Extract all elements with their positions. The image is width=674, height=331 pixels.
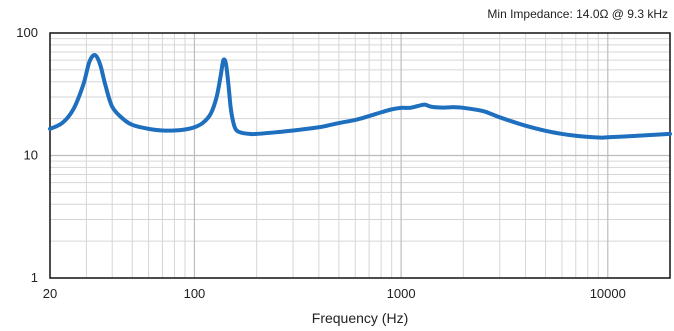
major-grid bbox=[50, 33, 670, 278]
min-impedance-annotation: Min Impedance: 14.0Ω @ 9.3 kHz bbox=[487, 7, 668, 21]
x-tick-label: 20 bbox=[43, 286, 57, 301]
x-tick-labels: 20 100 1000 10000 bbox=[43, 286, 626, 301]
y-tick-label: 10 bbox=[24, 148, 38, 163]
y-tick-label: 100 bbox=[16, 25, 38, 40]
x-tick-label: 10000 bbox=[590, 286, 626, 301]
plot-frame bbox=[49, 32, 671, 279]
impedance-curve bbox=[48, 53, 672, 140]
y-tick-label: 1 bbox=[31, 270, 38, 285]
x-axis-label: Frequency (Hz) bbox=[312, 310, 408, 326]
y-tick-labels: 1 10 100 bbox=[16, 25, 38, 285]
x-tick-label: 1000 bbox=[387, 286, 416, 301]
x-tick-label: 100 bbox=[184, 286, 206, 301]
